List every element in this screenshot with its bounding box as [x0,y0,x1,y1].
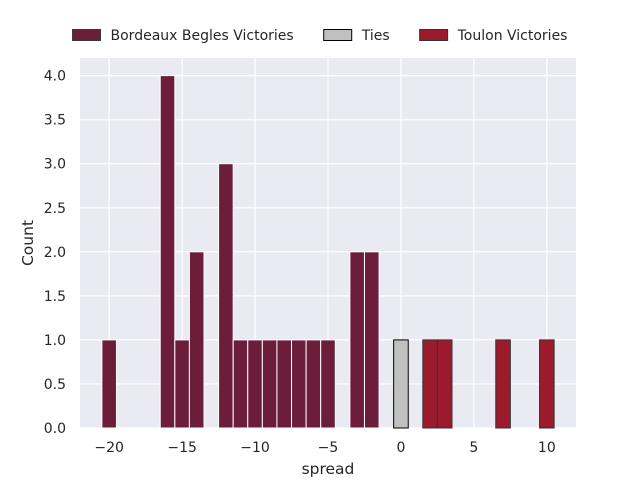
x-tick-label: 0 [396,440,405,456]
y-tick-label: 2.0 [44,245,66,261]
bar-series-0 [174,339,190,429]
bar-series-0 [261,339,278,429]
bar-series-2 [539,339,555,429]
bar-series-2 [436,339,453,429]
legend-label: Toulon Victories [457,28,568,44]
x-tick-label: −5 [318,440,339,456]
bar-series-0 [305,339,322,429]
x-axis-label: spread [302,460,355,478]
y-axis-label: Count [19,220,37,266]
bar-series-0 [349,251,365,429]
legend-label: Ties [361,28,390,44]
bar-series-2 [422,339,438,429]
bar-series-0 [232,339,249,429]
bar-series-0 [188,251,205,429]
y-axis-ticks: 0.0 0.5 1.0 1.5 2.0 2.5 3.0 3.5 4.0 [44,69,66,437]
bar-series-2 [495,339,511,429]
y-tick-label: 0.5 [44,377,66,393]
legend-swatch [72,29,102,41]
x-tick-label: −15 [167,440,197,456]
x-tick-label: −10 [240,440,270,456]
x-axis-ticks: −20 −15 −10 −5 0 5 10 [94,440,555,456]
bar-series-0 [291,339,307,429]
bar-series-0 [276,339,293,429]
y-tick-label: 3.0 [44,157,66,173]
bars [101,75,555,429]
y-tick-label: 4.0 [44,69,66,85]
bar-series-0 [363,251,380,429]
bar-series-1 [393,339,409,429]
legend-swatch [323,29,353,41]
bar-series-0 [218,163,234,429]
x-tick-label: 10 [538,440,556,456]
legend: Bordeaux Begles Victories Ties Toulon Vict… [72,28,568,44]
x-tick-label: 5 [469,440,478,456]
bar-series-0 [159,75,176,429]
bar-series-0 [101,339,117,429]
y-tick-label: 2.5 [44,201,66,217]
bar-series-0 [320,339,336,429]
y-tick-label: 1.0 [44,333,66,349]
x-tick-label: −20 [94,440,124,456]
y-tick-label: 3.5 [44,113,66,129]
bar-series-0 [247,339,263,429]
legend-label: Bordeaux Begles Victories [111,28,294,44]
legend-swatch [419,29,449,41]
y-tick-label: 0.0 [44,421,66,437]
y-tick-label: 1.5 [44,289,66,305]
